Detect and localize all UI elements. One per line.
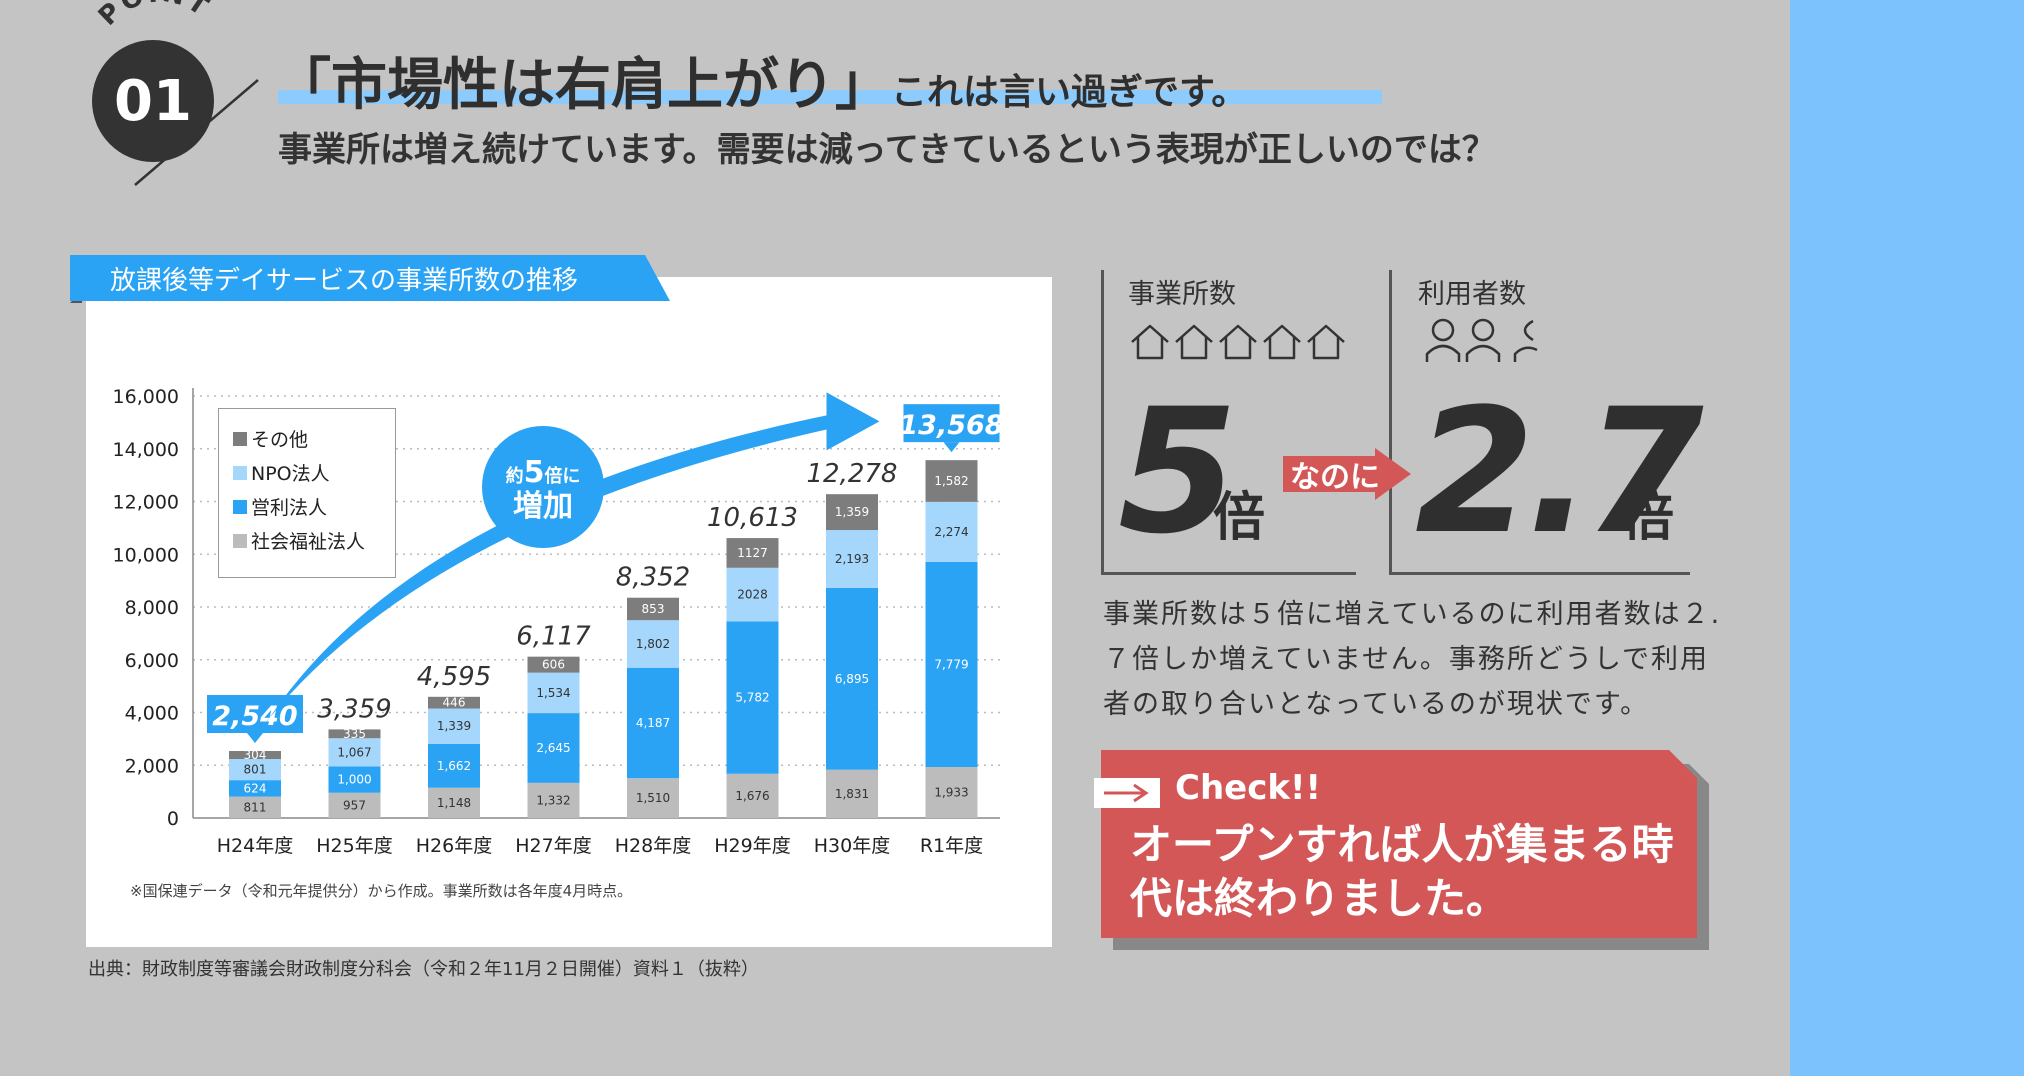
- users-multiplier: 2.7: [1415, 371, 1704, 572]
- check-callout: [1101, 750, 1709, 950]
- point-slash-line: [134, 79, 259, 186]
- house-icons: [1131, 324, 1345, 360]
- chart-title: 放課後等デイサービスの事業所数の推移: [110, 266, 579, 296]
- headline-main: 「市場性は右肩上がり」: [275, 53, 891, 118]
- explanation-paragraph: 事業所数は５倍に増えているのに利用者数は２.７倍しか増えていません。事務所どうし…: [1103, 599, 1722, 720]
- chart-panel: [86, 277, 1052, 947]
- legend-swatch: [233, 533, 247, 548]
- check-title: Check!!: [1175, 768, 1321, 808]
- point-number-badge: 01: [92, 40, 214, 162]
- connector-arrow: [1283, 448, 1411, 500]
- chart-legend: その他 NPO法人 営利法人 社会福祉法人: [218, 408, 396, 578]
- right-side-band: [1790, 0, 2024, 1076]
- legend-swatch: [233, 499, 247, 514]
- headline: 「市場性は右肩上がり」これは言い過ぎです。: [275, 40, 1247, 121]
- check-arrow-icon: [1094, 778, 1160, 808]
- users-label: 利用者数: [1418, 279, 1526, 310]
- svg-text:POINT: POINT: [95, 0, 216, 32]
- legend-item-social-welfare: 社会福祉法人: [233, 527, 365, 554]
- legend-item-npo: NPO法人: [233, 459, 330, 486]
- headline-tail: これは言い過ぎです。: [891, 72, 1248, 113]
- legend-label: その他: [251, 429, 309, 451]
- headline-underline: [278, 90, 1382, 104]
- check-text: オープンすれば人が集まる時代は終わりました。: [1130, 820, 1674, 923]
- connector-label: なのに: [1290, 460, 1380, 495]
- legend-swatch: [233, 465, 247, 480]
- offices-unit: 倍: [1213, 488, 1266, 548]
- legend-swatch: [233, 431, 247, 446]
- chart-footnote: ※国保連データ（令和元年提供分）から作成。事業所数は各年度4月時点。: [130, 882, 633, 900]
- legend-item-for-profit: 営利法人: [233, 493, 327, 520]
- users-frame: [1389, 270, 1690, 575]
- legend-label: 営利法人: [251, 497, 328, 519]
- point-word: POINT: [95, 0, 216, 32]
- legend-item-other: その他: [233, 425, 308, 452]
- legend-label: 社会福祉法人: [251, 531, 366, 553]
- people-icons: [1425, 318, 1538, 362]
- users-unit: 倍: [1622, 488, 1675, 548]
- offices-frame: [1101, 270, 1356, 575]
- chart-title-tab: [70, 255, 670, 303]
- legend-label: NPO法人: [251, 463, 330, 485]
- source-citation: 出典：財政制度等審議会財政制度分科会（令和２年11月２日開催）資料１（抜粋）: [88, 959, 759, 980]
- offices-label: 事業所数: [1128, 279, 1236, 310]
- offices-multiplier: 5: [1118, 371, 1238, 572]
- subheadline: 事業所は増え続けています。需要は減ってきているという表現が正しいのでは？: [278, 130, 1496, 170]
